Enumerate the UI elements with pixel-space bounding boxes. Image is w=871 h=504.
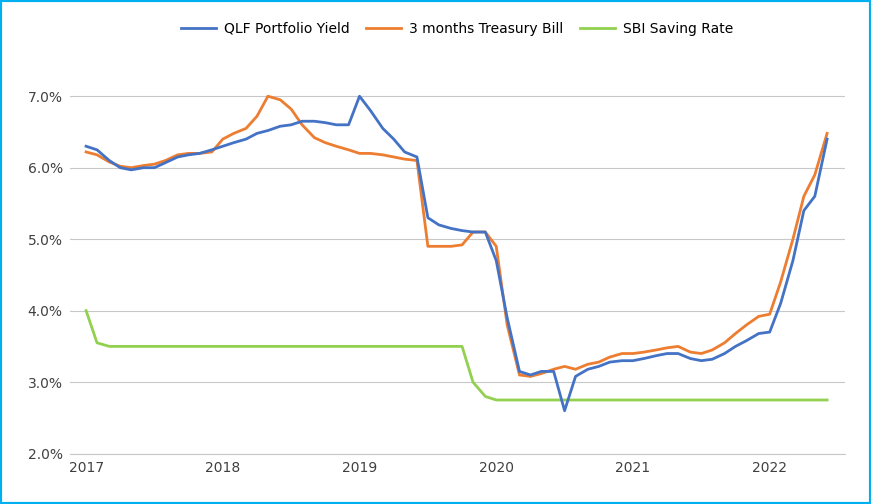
SBI Saving Rate <box>822 397 833 403</box>
SBI Saving Rate <box>91 340 102 346</box>
Legend: QLF Portfolio Yield, 3 months Treasury Bill, SBI Saving Rate: QLF Portfolio Yield, 3 months Treasury B… <box>175 16 739 41</box>
SBI Saving Rate <box>105 343 115 349</box>
QLF Portfolio Yield <box>685 355 696 361</box>
3 months Treasury Bill <box>263 93 273 99</box>
SBI Saving Rate <box>81 307 91 313</box>
3 months Treasury Bill <box>275 97 286 103</box>
SBI Saving Rate <box>468 379 478 385</box>
Line: QLF Portfolio Yield: QLF Portfolio Yield <box>86 96 827 411</box>
SBI Saving Rate <box>480 394 490 400</box>
SBI Saving Rate <box>456 343 467 349</box>
QLF Portfolio Yield <box>309 118 320 124</box>
QLF Portfolio Yield <box>81 143 91 149</box>
3 months Treasury Bill <box>138 162 149 168</box>
3 months Treasury Bill <box>822 131 833 137</box>
QLF Portfolio Yield <box>412 154 422 160</box>
QLF Portfolio Yield <box>354 93 365 99</box>
Line: SBI Saving Rate: SBI Saving Rate <box>86 310 827 400</box>
QLF Portfolio Yield <box>263 128 273 134</box>
Line: 3 months Treasury Bill: 3 months Treasury Bill <box>86 96 827 376</box>
QLF Portfolio Yield <box>138 165 149 171</box>
SBI Saving Rate <box>502 397 512 403</box>
3 months Treasury Bill <box>81 149 91 155</box>
SBI Saving Rate <box>491 397 502 403</box>
3 months Treasury Bill <box>321 140 331 146</box>
3 months Treasury Bill <box>685 349 696 355</box>
3 months Treasury Bill <box>422 243 433 249</box>
QLF Portfolio Yield <box>822 136 833 142</box>
QLF Portfolio Yield <box>559 408 570 414</box>
SBI Saving Rate <box>559 397 570 403</box>
3 months Treasury Bill <box>525 373 536 380</box>
QLF Portfolio Yield <box>422 215 433 221</box>
3 months Treasury Bill <box>412 158 422 164</box>
